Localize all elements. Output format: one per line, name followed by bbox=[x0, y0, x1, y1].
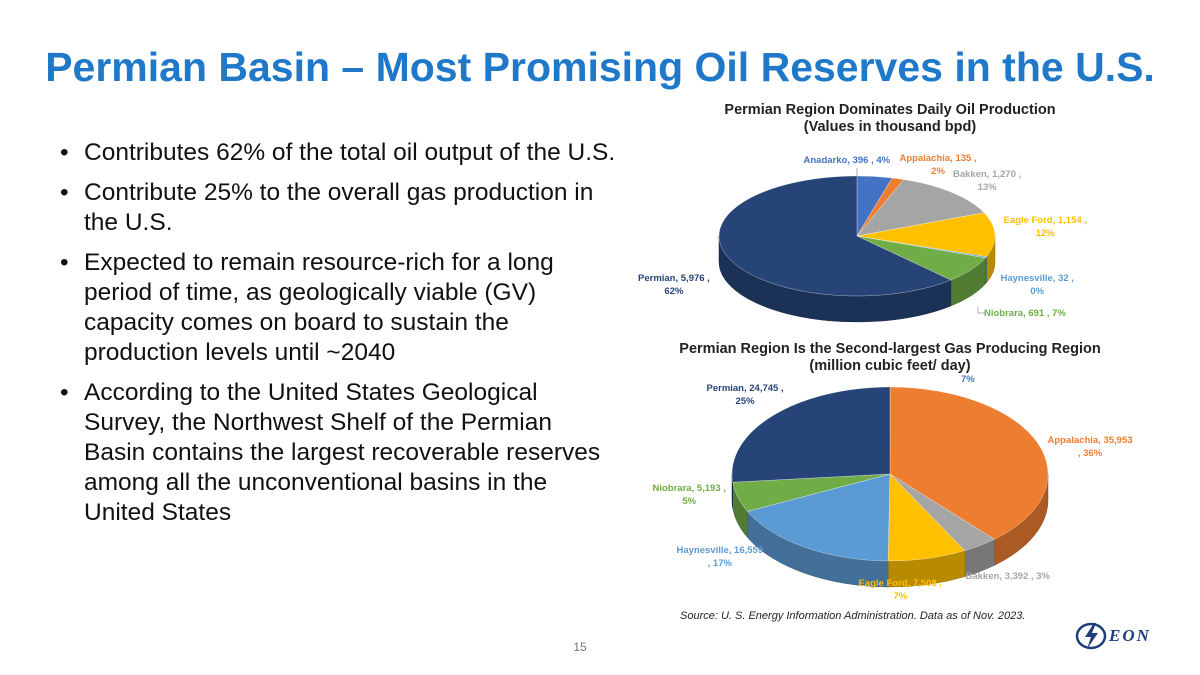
pie-label-appalachia: Appalachia, 35,953 , 36% bbox=[1048, 434, 1133, 460]
pie-label-appalachia: Appalachia, 135 , 2% bbox=[900, 152, 977, 178]
pie-label-line: 5% bbox=[682, 496, 697, 507]
pie-label-line: Eagle Ford, 1,154 , bbox=[1003, 215, 1087, 226]
pie-slice-haynesville bbox=[747, 473, 891, 562]
pie-label-line: Permian, 5,976 , bbox=[638, 273, 710, 284]
logo-emblem-icon bbox=[1075, 622, 1107, 650]
pie-label-line: Haynesville, 32 , bbox=[1000, 273, 1074, 284]
pie-label-niobrara: Niobrara, 5,193 , 5% bbox=[653, 482, 726, 508]
pie-label-haynesville: Haynesville, 32 , 0% bbox=[1001, 272, 1074, 298]
pie-label-bakken: Bakken, 3,392 , 3% bbox=[966, 570, 1051, 583]
pie-label-eagle-ford: Eagle Ford, 1,154 , 12% bbox=[1004, 214, 1087, 240]
pie-label-anadarko: Anadarko, 396 , 4% bbox=[804, 154, 891, 167]
gas-chart-title-text: Permian Region Is the Second-largest Gas… bbox=[679, 341, 1101, 357]
pie-slice-permian bbox=[718, 175, 952, 297]
pie-label-bakken: Bakken, 1,270 , 13% bbox=[953, 168, 1021, 194]
pie-label-permian: Permian, 24,745 , 25% bbox=[707, 382, 784, 408]
pie-label-line: Niobrara, 691 , 7% bbox=[984, 308, 1066, 319]
pie-label-line: 7% bbox=[961, 374, 975, 385]
gas-chart-subtitle: (million cubic feet/ day) bbox=[809, 358, 971, 374]
pie-label-line: 0% bbox=[1030, 286, 1045, 297]
bullet-item: Contribute 25% to the overall gas produc… bbox=[60, 178, 620, 238]
pie-label-line: Haynesville, 16,559 bbox=[676, 545, 764, 556]
pie-label-line: 12% bbox=[1035, 228, 1055, 239]
bullet-item: According to the United States Geologica… bbox=[60, 378, 620, 528]
pie-label-line: Appalachia, 135 , bbox=[899, 153, 977, 164]
oil-chart-title-text: Permian Region Dominates Daily Oil Produ… bbox=[724, 102, 1056, 118]
bullet-item: Expected to remain resource-rich for a l… bbox=[60, 248, 620, 368]
pie-label-permian: Permian, 5,976 , 62% bbox=[638, 272, 710, 298]
pie-slice-permian bbox=[731, 386, 891, 483]
logo-text: EON bbox=[1109, 626, 1151, 645]
pie-label-line: Eagle Ford, 7,508 , bbox=[858, 578, 942, 589]
pie-label-haynesville: Haynesville, 16,559 , 17% bbox=[677, 544, 764, 570]
oil-chart-title: Permian Region Dominates Daily Oil Produ… bbox=[640, 102, 1140, 136]
pie-label-line: Bakken, 1,270 , bbox=[953, 169, 1022, 180]
bullet-list: Contributes 62% of the total oil output … bbox=[60, 138, 620, 538]
pie-label-niobrara: Niobrara, 691 , 7% bbox=[984, 307, 1066, 320]
pie-label-line: 25% bbox=[735, 396, 755, 407]
pie-label-line: , 17% bbox=[707, 558, 732, 569]
gas-pie-chart bbox=[731, 386, 1049, 588]
gas-chart-title: Permian Region Is the Second-largest Gas… bbox=[640, 341, 1140, 375]
pie-side-walls bbox=[731, 473, 1049, 588]
leader-lines bbox=[856, 168, 985, 314]
pie-label-line: , 36% bbox=[1077, 448, 1103, 459]
pie-label-line: Permian, 24,745 , bbox=[706, 383, 784, 394]
oil-pie-chart bbox=[718, 175, 996, 323]
pie-label-line: 13% bbox=[977, 182, 997, 193]
pie-label-line: Niobrara, 5,193 , bbox=[652, 483, 726, 494]
bullet-item: Contributes 62% of the total oil output … bbox=[60, 138, 620, 168]
pie-label-line: Anadarko, 396 , 4% bbox=[803, 155, 891, 166]
pie-label-line: Bakken, 3,392 , 3% bbox=[965, 571, 1051, 582]
pie-label-line: Appalachia, 35,953 bbox=[1047, 435, 1133, 446]
slide-title: Permian Basin – Most Promising Oil Reser… bbox=[45, 44, 1155, 90]
pie-slice-bakken bbox=[856, 179, 985, 237]
source-note: Source: U. S. Energy Information Adminis… bbox=[680, 610, 1026, 622]
pie-label-line: 7% bbox=[893, 591, 908, 602]
pie-label-eagle-ford: Eagle Ford, 7,508 , 7% bbox=[859, 577, 942, 603]
page-number: 15 bbox=[573, 640, 587, 654]
leader-line bbox=[977, 307, 985, 314]
pie-label-anadarko: 7% bbox=[961, 373, 975, 386]
company-logo: EON bbox=[1075, 620, 1165, 652]
oil-chart-subtitle: (Values in thousand bpd) bbox=[803, 119, 977, 135]
pie-side-walls bbox=[718, 235, 996, 323]
pie-label-line: 2% bbox=[931, 166, 945, 177]
pie-slice-eagle-ford bbox=[856, 212, 996, 257]
pie-label-line: 62% bbox=[664, 286, 684, 297]
pie-slice-appalachia bbox=[889, 386, 1049, 540]
